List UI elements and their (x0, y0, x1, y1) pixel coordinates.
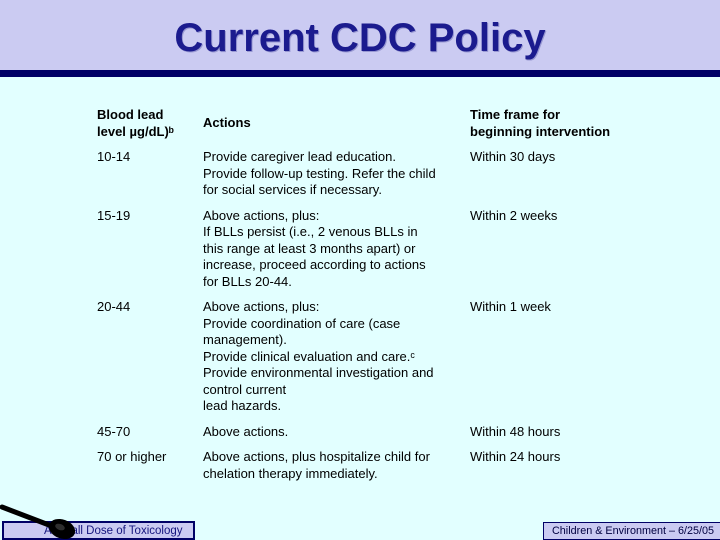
page-title: Current CDC Policy (174, 15, 546, 60)
table-row-2-timeframe: Within 1 week (470, 299, 551, 314)
column-header-timeframe: Time frame for beginning intervention (470, 107, 611, 139)
table-row-1-level: 15-19 (97, 207, 131, 223)
table-row-4-timeframe: Within 24 hours (470, 449, 561, 464)
table-row-2-level: 20-44 (97, 299, 131, 314)
footer-right-box: Children & Environment – 6/25/05 (543, 522, 720, 540)
table-row-0-level: 10-14 (97, 149, 131, 164)
table-row-0-actions: Provide caregiver lead education. Provid… (203, 149, 436, 197)
table-row-2-actions: Above actions, plus: Provide coordinatio… (203, 299, 434, 413)
table-row-1-actions: Above actions, plus: If BLLs persist (i.… (203, 207, 426, 289)
spoon-icon (0, 504, 76, 540)
title-divider (0, 70, 720, 77)
table-row-0-timeframe: Within 30 days (470, 149, 556, 164)
table-row-3-level: 45-70 (97, 423, 131, 439)
footer-right-label: Children & Environment – 6/25/05 (552, 525, 715, 537)
column-header-blood-lead-level: Blood lead level µg/dL)ᵇ (97, 107, 174, 139)
table-row-3-actions: Above actions. (203, 423, 289, 439)
footer-left-label: A Small Dose of Toxicology (44, 524, 183, 537)
column-header-actions: Actions (203, 115, 251, 131)
table-row-1-timeframe: Within 2 weeks (470, 207, 558, 223)
title-band: Current CDC Policy (0, 0, 720, 70)
table-row-4-level: 70 or higher (97, 449, 167, 464)
table-row-4-actions: Above actions, plus hospitalize child fo… (203, 449, 430, 481)
cdc-policy-table: Blood lead level µg/dL)ᵇ Actions Time fr… (97, 107, 657, 482)
table-row-3-timeframe: Within 48 hours (470, 423, 561, 439)
